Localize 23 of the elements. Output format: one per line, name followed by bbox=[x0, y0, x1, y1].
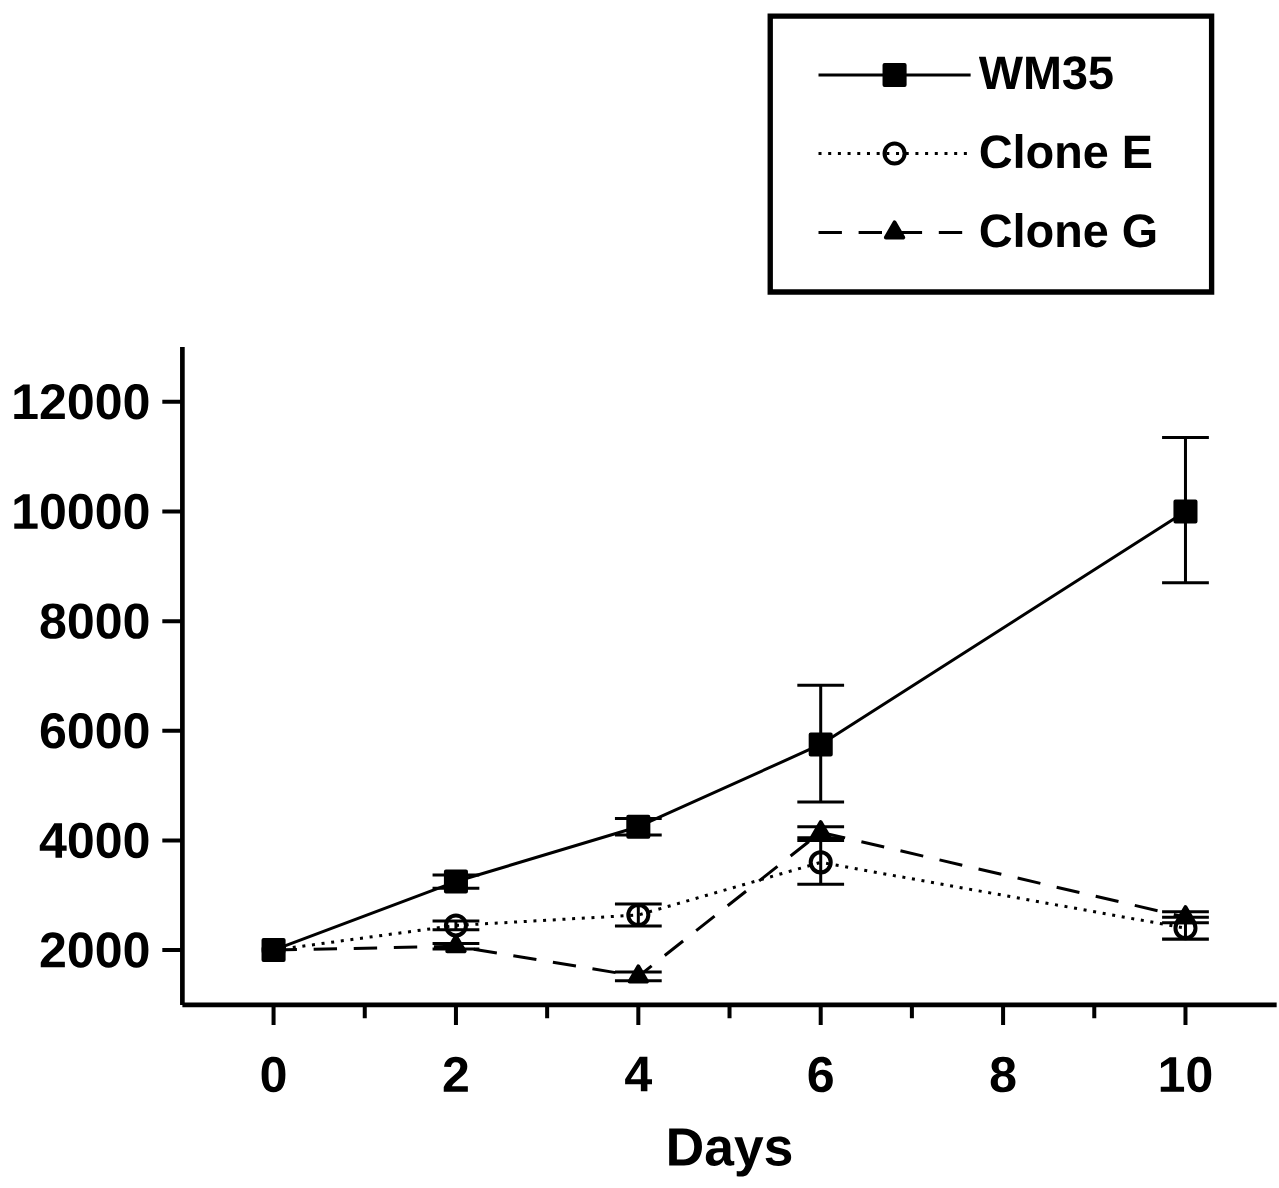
x-tick-label: 8 bbox=[990, 1057, 1016, 1093]
y-tick-label: 4000 bbox=[39, 822, 149, 859]
point bbox=[626, 903, 651, 928]
x-axis-title: Days bbox=[669, 1128, 792, 1177]
x-tick-label: 0 bbox=[261, 1057, 286, 1093]
point bbox=[1173, 499, 1198, 524]
x-tick-label: 10 bbox=[1160, 1057, 1212, 1093]
y-tick-label: 6000 bbox=[40, 713, 149, 749]
y-tick-label: 2000 bbox=[40, 932, 149, 969]
x-tick-label: 6 bbox=[808, 1057, 833, 1093]
y-tick-label: 8000 bbox=[40, 603, 149, 640]
point bbox=[443, 869, 468, 894]
y-tick-label: 12000 bbox=[14, 384, 149, 420]
x-tick-label: 4 bbox=[625, 1057, 653, 1092]
x-tick-label: 2 bbox=[443, 1057, 468, 1092]
point bbox=[808, 850, 833, 875]
point bbox=[808, 732, 833, 757]
legend-label: Clone E bbox=[980, 134, 1152, 169]
point bbox=[626, 814, 651, 839]
y-tick-label: 10000 bbox=[14, 493, 149, 530]
legend-label: Clone G bbox=[980, 213, 1156, 248]
point bbox=[443, 913, 468, 938]
legend-label: WM35 bbox=[978, 56, 1113, 90]
